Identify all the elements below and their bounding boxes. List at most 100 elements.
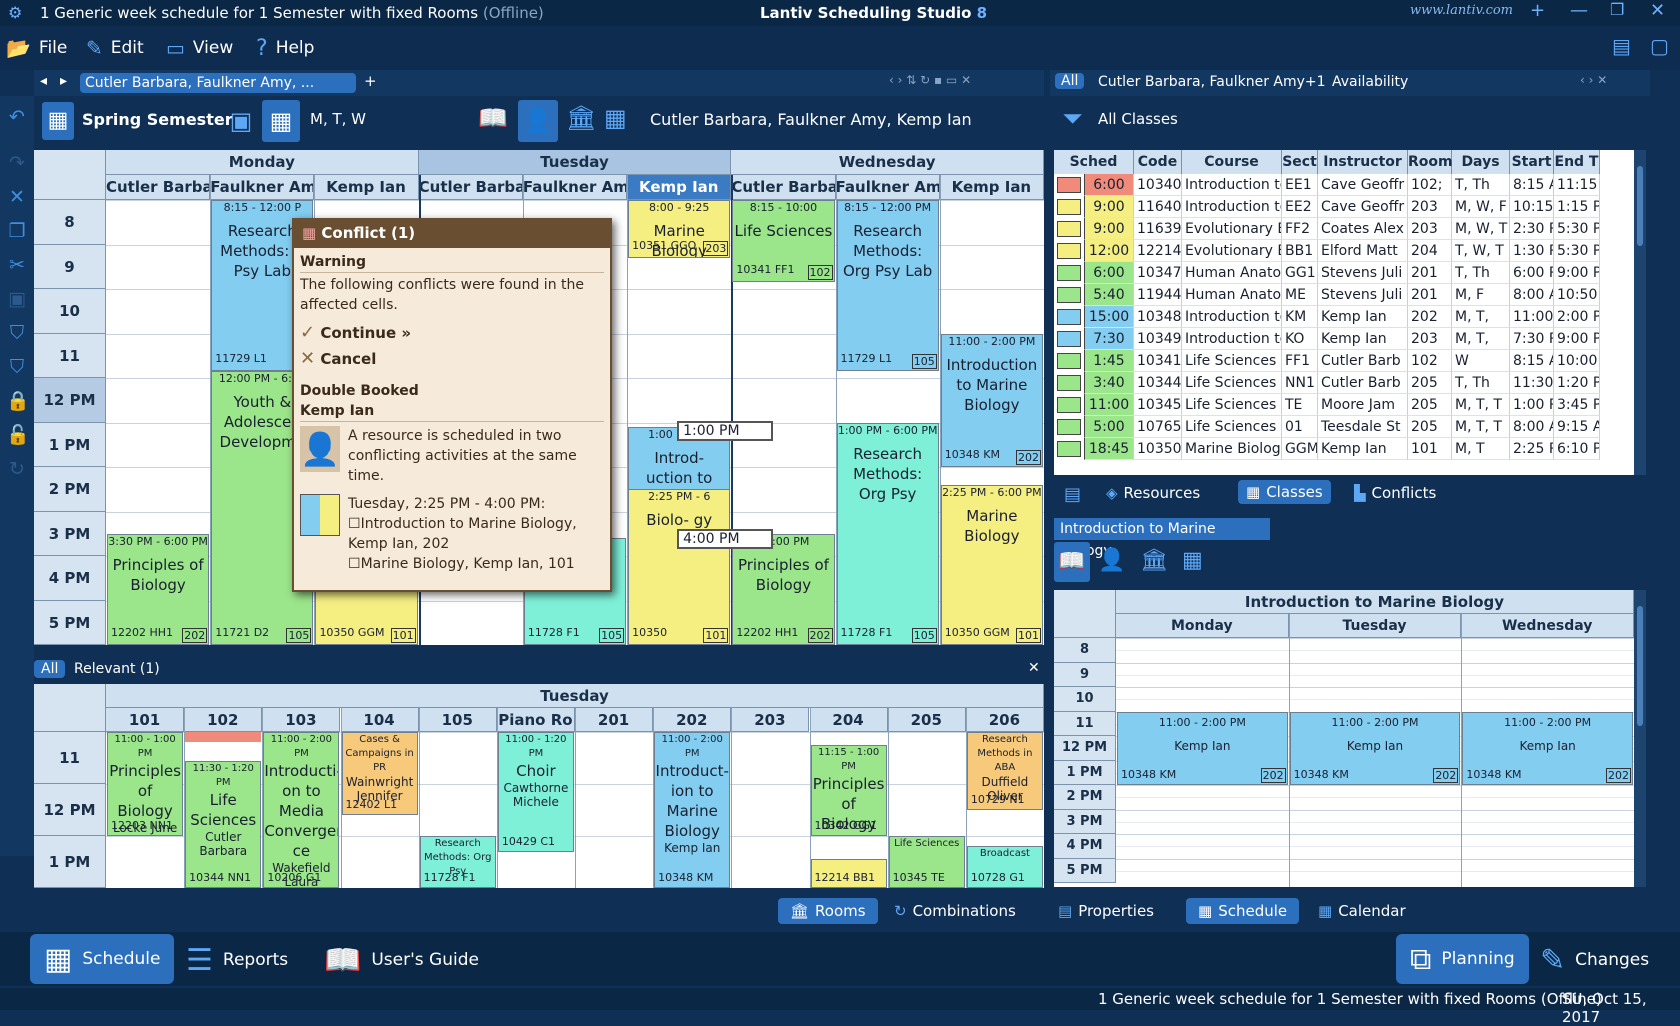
resources-label[interactable]: Cutler Barbara, Faulkner Amy, Kemp Ian [650, 110, 972, 129]
add-tab-icon[interactable]: + [364, 72, 377, 90]
classes-scrollbar[interactable] [1634, 150, 1646, 475]
detail-event[interactable]: 11:00 - 2:00 PM Kemp Ian 10348 KM 202 [1462, 711, 1633, 785]
room-event[interactable]: 11:30 - 1:20 PM Life Sciences Cutler Barba… [185, 760, 262, 888]
classes-tab-all[interactable]: All [1055, 73, 1085, 89]
shield-icon[interactable]: ⛉ [9, 322, 25, 344]
person-icon[interactable]: 👤 [518, 100, 558, 142]
room-event[interactable]: Life Sciences 10345 TE [888, 836, 965, 888]
undo-icon[interactable]: ↶ [9, 106, 25, 128]
tab-rooms[interactable]: 🏛 Rooms [778, 898, 878, 924]
table-row[interactable]: 6:00 10347 Human Anato GG1 Stevens Juli 201 T,… [1054, 262, 1634, 284]
table-row[interactable]: 7:30 10349 Introduction to KO Kemp Ian 203 M, … [1054, 328, 1634, 350]
column-header[interactable]: Room [1408, 150, 1453, 174]
calendar-book-icon[interactable]: ▦ [42, 102, 74, 140]
detail-scrollbar[interactable] [1634, 590, 1646, 887]
nav-schedule[interactable]: ▦ Schedule [30, 934, 175, 984]
delete-icon[interactable]: ✕ [9, 186, 25, 208]
room-event[interactable]: 11:15 - 1:00 PM Principles of BiologyMoor… [810, 745, 887, 836]
tab-schedule[interactable]: ▦ Schedule [1186, 898, 1300, 924]
room-event[interactable]: 11:00 - 2:00 PM Introduct- ion to Marine … [654, 732, 731, 888]
book-icon[interactable]: 📖 [478, 104, 508, 132]
week-view-icon[interactable]: ▣ [229, 107, 253, 135]
class-filter-label[interactable]: All Classes [1098, 110, 1178, 128]
printer-icon[interactable]: ▤ [1612, 34, 1631, 58]
back-icon[interactable]: ◂ [40, 73, 48, 89]
nav-changes[interactable]: ✎ Changes [1540, 942, 1650, 978]
tab-calendar[interactable]: ▦ Calendar [1318, 902, 1406, 920]
nav-reports[interactable]: ☰ Reports [186, 942, 289, 978]
detail-event[interactable]: 11:00 - 2:00 PM Kemp Ian 10348 KM 202 [1289, 711, 1461, 785]
menu-file[interactable]: 📂 File [6, 36, 68, 60]
close-icon[interactable]: ✕ [1650, 0, 1666, 21]
restore-icon[interactable]: ❐ [1610, 0, 1625, 19]
group-icon[interactable]: ▦ [604, 104, 627, 132]
schedule-event[interactable]: 8:00 - 9:25 Marine Biology 10351 GGO 203 [628, 200, 731, 258]
table-row[interactable]: 3:40 10344 Life Sciences NN1 Cutler Barb 205 T… [1054, 372, 1634, 394]
table-row[interactable]: 9:00 11639 Evolutionary Bi FF2 Coates Alex 20… [1054, 218, 1634, 240]
schedule-event[interactable]: 2:25 PM - 6:00 PM Marine Biology 10350 GGM… [940, 484, 1043, 645]
table-row[interactable]: 11:00 10345 Life Sciences TE Moore Jam 205 M, … [1054, 394, 1634, 416]
semester-label[interactable]: Spring Semester [82, 110, 233, 129]
table-row[interactable]: 5:40 11944 Human Anato ME Stevens Juli 201 M, … [1054, 284, 1634, 306]
classes-tab-selection[interactable]: Cutler Barbara, Faulkner Amy+1 [1098, 74, 1326, 90]
table-row[interactable]: 1:45 10341 Life Sciences FF1 Cutler Barb 102 W… [1054, 350, 1634, 372]
room-event[interactable]: 11:00 - 2:00 PM Introducti- on to Media C… [263, 732, 340, 888]
doc-icon[interactable]: ▤ [1064, 484, 1082, 505]
nav-planning[interactable]: ⧉ Planning [1396, 934, 1529, 984]
tab-classes[interactable]: ▦ Classes [1238, 480, 1331, 504]
paste-icon[interactable]: ▣ [8, 288, 26, 310]
close-rooms-icon[interactable]: ✕ [1028, 660, 1040, 676]
tab-conflicts[interactable]: ▙ Conflicts [1354, 484, 1437, 502]
schedule-event[interactable]: 3:30 PM - 6:00 PM Principles of Biology 12… [107, 533, 210, 645]
chat-icon[interactable]: ▢ [1650, 34, 1669, 58]
website-link[interactable]: www.lantiv.com [1410, 3, 1514, 18]
schedule-event[interactable]: 2:25 PM - 6 Biolo- gy 10350 101 [628, 489, 731, 645]
window-controls[interactable]: ‹ › ⇅ ↻ ▪ ▭ ✕ [889, 73, 972, 87]
classes-nav-icons[interactable]: ‹ › ✕ [1580, 73, 1608, 87]
column-header[interactable]: Days [1452, 150, 1510, 174]
column-header[interactable]: Code [1134, 150, 1182, 174]
cancel-button[interactable]: ✕ Cancel [300, 348, 377, 369]
room-event[interactable]: 12214 BB1 [810, 859, 887, 888]
room-event[interactable]: Research Methods in ABA Duffield Oliver 10… [966, 732, 1043, 810]
calendar-icon[interactable]: ▦ [262, 100, 300, 142]
schedule-tab[interactable]: Cutler Barbara, Faulkner Amy, ... [80, 73, 356, 93]
filter-icon[interactable]: ⏷ [1062, 104, 1083, 134]
table-row[interactable]: 5:00 10765 Life Sciences 01 Teesdale St 205 M,… [1054, 416, 1634, 438]
gear-icon[interactable]: ⚙ [8, 3, 23, 22]
schedule-event[interactable]: 1:00 PM - 6:00 PM Research Methods: Org P… [836, 422, 939, 645]
column-header[interactable]: Instructor [1318, 150, 1408, 174]
person-icon[interactable]: 👤 [1098, 548, 1126, 573]
unlock-icon[interactable]: 🔓 [6, 424, 30, 446]
classes-tab-availability[interactable]: Availability [1332, 74, 1409, 90]
nav-users-guide[interactable]: 📖 User's Guide [324, 942, 479, 978]
column-header[interactable]: Start [1510, 150, 1554, 174]
menu-help[interactable]: ? Help [256, 35, 315, 61]
redo-icon[interactable]: ↷ [9, 152, 25, 174]
room-event[interactable]: Broadcast 10728 G1 [966, 846, 1043, 888]
tab-combinations[interactable]: ↻ Combinations [894, 902, 1016, 920]
schedule-event[interactable]: 10350 GGM 101 [315, 582, 418, 645]
lock-icon[interactable]: 🔒 [6, 390, 30, 412]
column-header[interactable]: Sect [1282, 150, 1318, 174]
tab-properties[interactable]: ▤ Properties [1058, 902, 1154, 920]
group-icon[interactable]: ▦ [1182, 548, 1203, 573]
detail-tab[interactable]: Introduction to Marine Biology [1054, 518, 1270, 559]
schedule-event[interactable]: 8:15 - 12:00 PM Research Methods: Org Psy… [836, 200, 939, 372]
cut-icon[interactable]: ✂ [9, 254, 25, 276]
table-row[interactable]: 9:00 11640 Introduction to EE2 Cave Geoffr 20… [1054, 196, 1634, 218]
start-time-marker[interactable]: 1:00 PM [677, 420, 774, 441]
room-event[interactable]: 11:00 - 1:20 PM Choir Cawthorne Michele 104… [497, 732, 574, 852]
building-icon[interactable]: 🏛 [566, 104, 597, 132]
book-icon[interactable]: 📖 [1054, 542, 1090, 582]
tab-resources[interactable]: ◈ Resources [1106, 484, 1201, 502]
schedule-event[interactable]: 11:00 - 2:00 PM Introduction to Marine Bi… [940, 333, 1043, 467]
continue-button[interactable]: ✓ Continue » [300, 322, 412, 343]
forward-icon[interactable]: ▸ [60, 73, 68, 89]
room-event[interactable]: Cases & Campaigns in PR Wainwright Jennif… [341, 732, 418, 816]
detail-event[interactable]: 11:00 - 2:00 PM Kemp Ian 10348 KM 202 [1117, 711, 1288, 785]
menu-edit[interactable]: ✎ Edit [86, 36, 144, 60]
table-row[interactable]: 12:00 12214 Evolutionary Bi BB1 Elford Matt 2… [1054, 240, 1634, 262]
filter-all[interactable]: All [34, 660, 66, 678]
room-event[interactable]: Research Methods: Org Psy 11728 F1 [419, 836, 496, 888]
